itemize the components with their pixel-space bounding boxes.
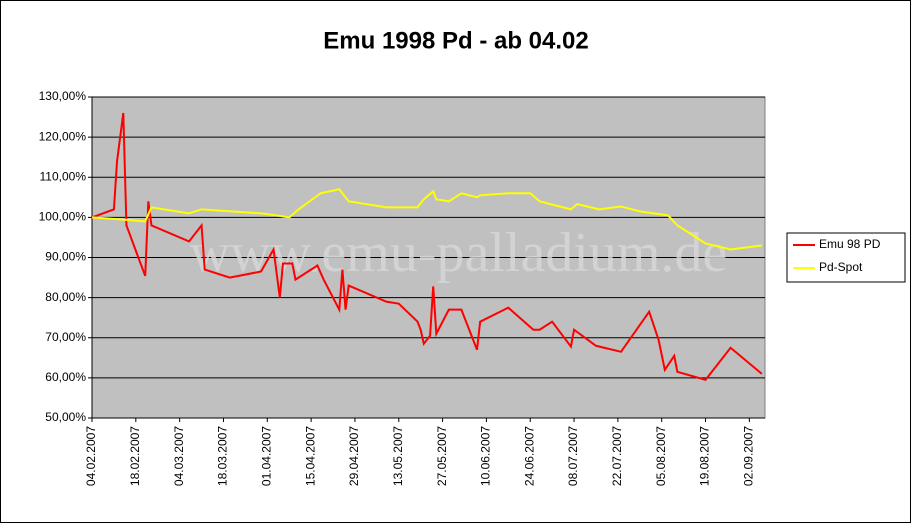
x-tick-label: 18.02.2007 — [128, 426, 142, 486]
data-line — [91, 188, 762, 251]
legend-label: Emu 98 PD — [819, 237, 881, 251]
x-tick-label: 05.08.2007 — [654, 426, 668, 486]
y-tick-label: 60,00% — [45, 370, 86, 384]
x-tick-label: 01.04.2007 — [259, 426, 273, 486]
x-tick-label: 08.07.2007 — [566, 426, 580, 486]
x-tick-label: 10.06.2007 — [479, 426, 493, 486]
y-tick-label: 100,00% — [39, 210, 87, 224]
y-tick-label: 120,00% — [39, 129, 87, 143]
y-tick-label: 90,00% — [45, 250, 86, 264]
y-tick-label: 110,00% — [40, 169, 87, 183]
y-tick-label: 70,00% — [45, 330, 86, 344]
x-tick-label: 02.09.2007 — [742, 426, 756, 486]
x-tick-label: 22.07.2007 — [610, 426, 624, 486]
x-tick-label: 13.05.2007 — [391, 426, 405, 486]
legend-box — [786, 232, 906, 283]
chart-title: Emu 1998 Pd - ab 04.02 — [323, 27, 588, 54]
x-tick-label: 18.03.2007 — [216, 426, 230, 486]
y-tick-label: 80,00% — [45, 290, 86, 304]
x-tick-label: 04.03.2007 — [172, 426, 186, 486]
x-tick-label: 27.05.2007 — [435, 426, 449, 486]
x-tick-label: 04.02.2007 — [84, 426, 98, 486]
legend-label: Pd-Spot — [819, 260, 863, 274]
data-line — [91, 112, 763, 382]
y-tick-label: 50,00% — [45, 410, 86, 424]
x-tick-label: 24.06.2007 — [522, 426, 536, 486]
x-tick-label: 19.08.2007 — [698, 426, 712, 486]
x-tick-label: 29.04.2007 — [347, 426, 361, 486]
x-tick-label: 15.04.2007 — [303, 426, 317, 486]
y-tick-label: 130,00% — [39, 89, 87, 103]
watermark: www.emu-palladium.de — [190, 222, 728, 284]
